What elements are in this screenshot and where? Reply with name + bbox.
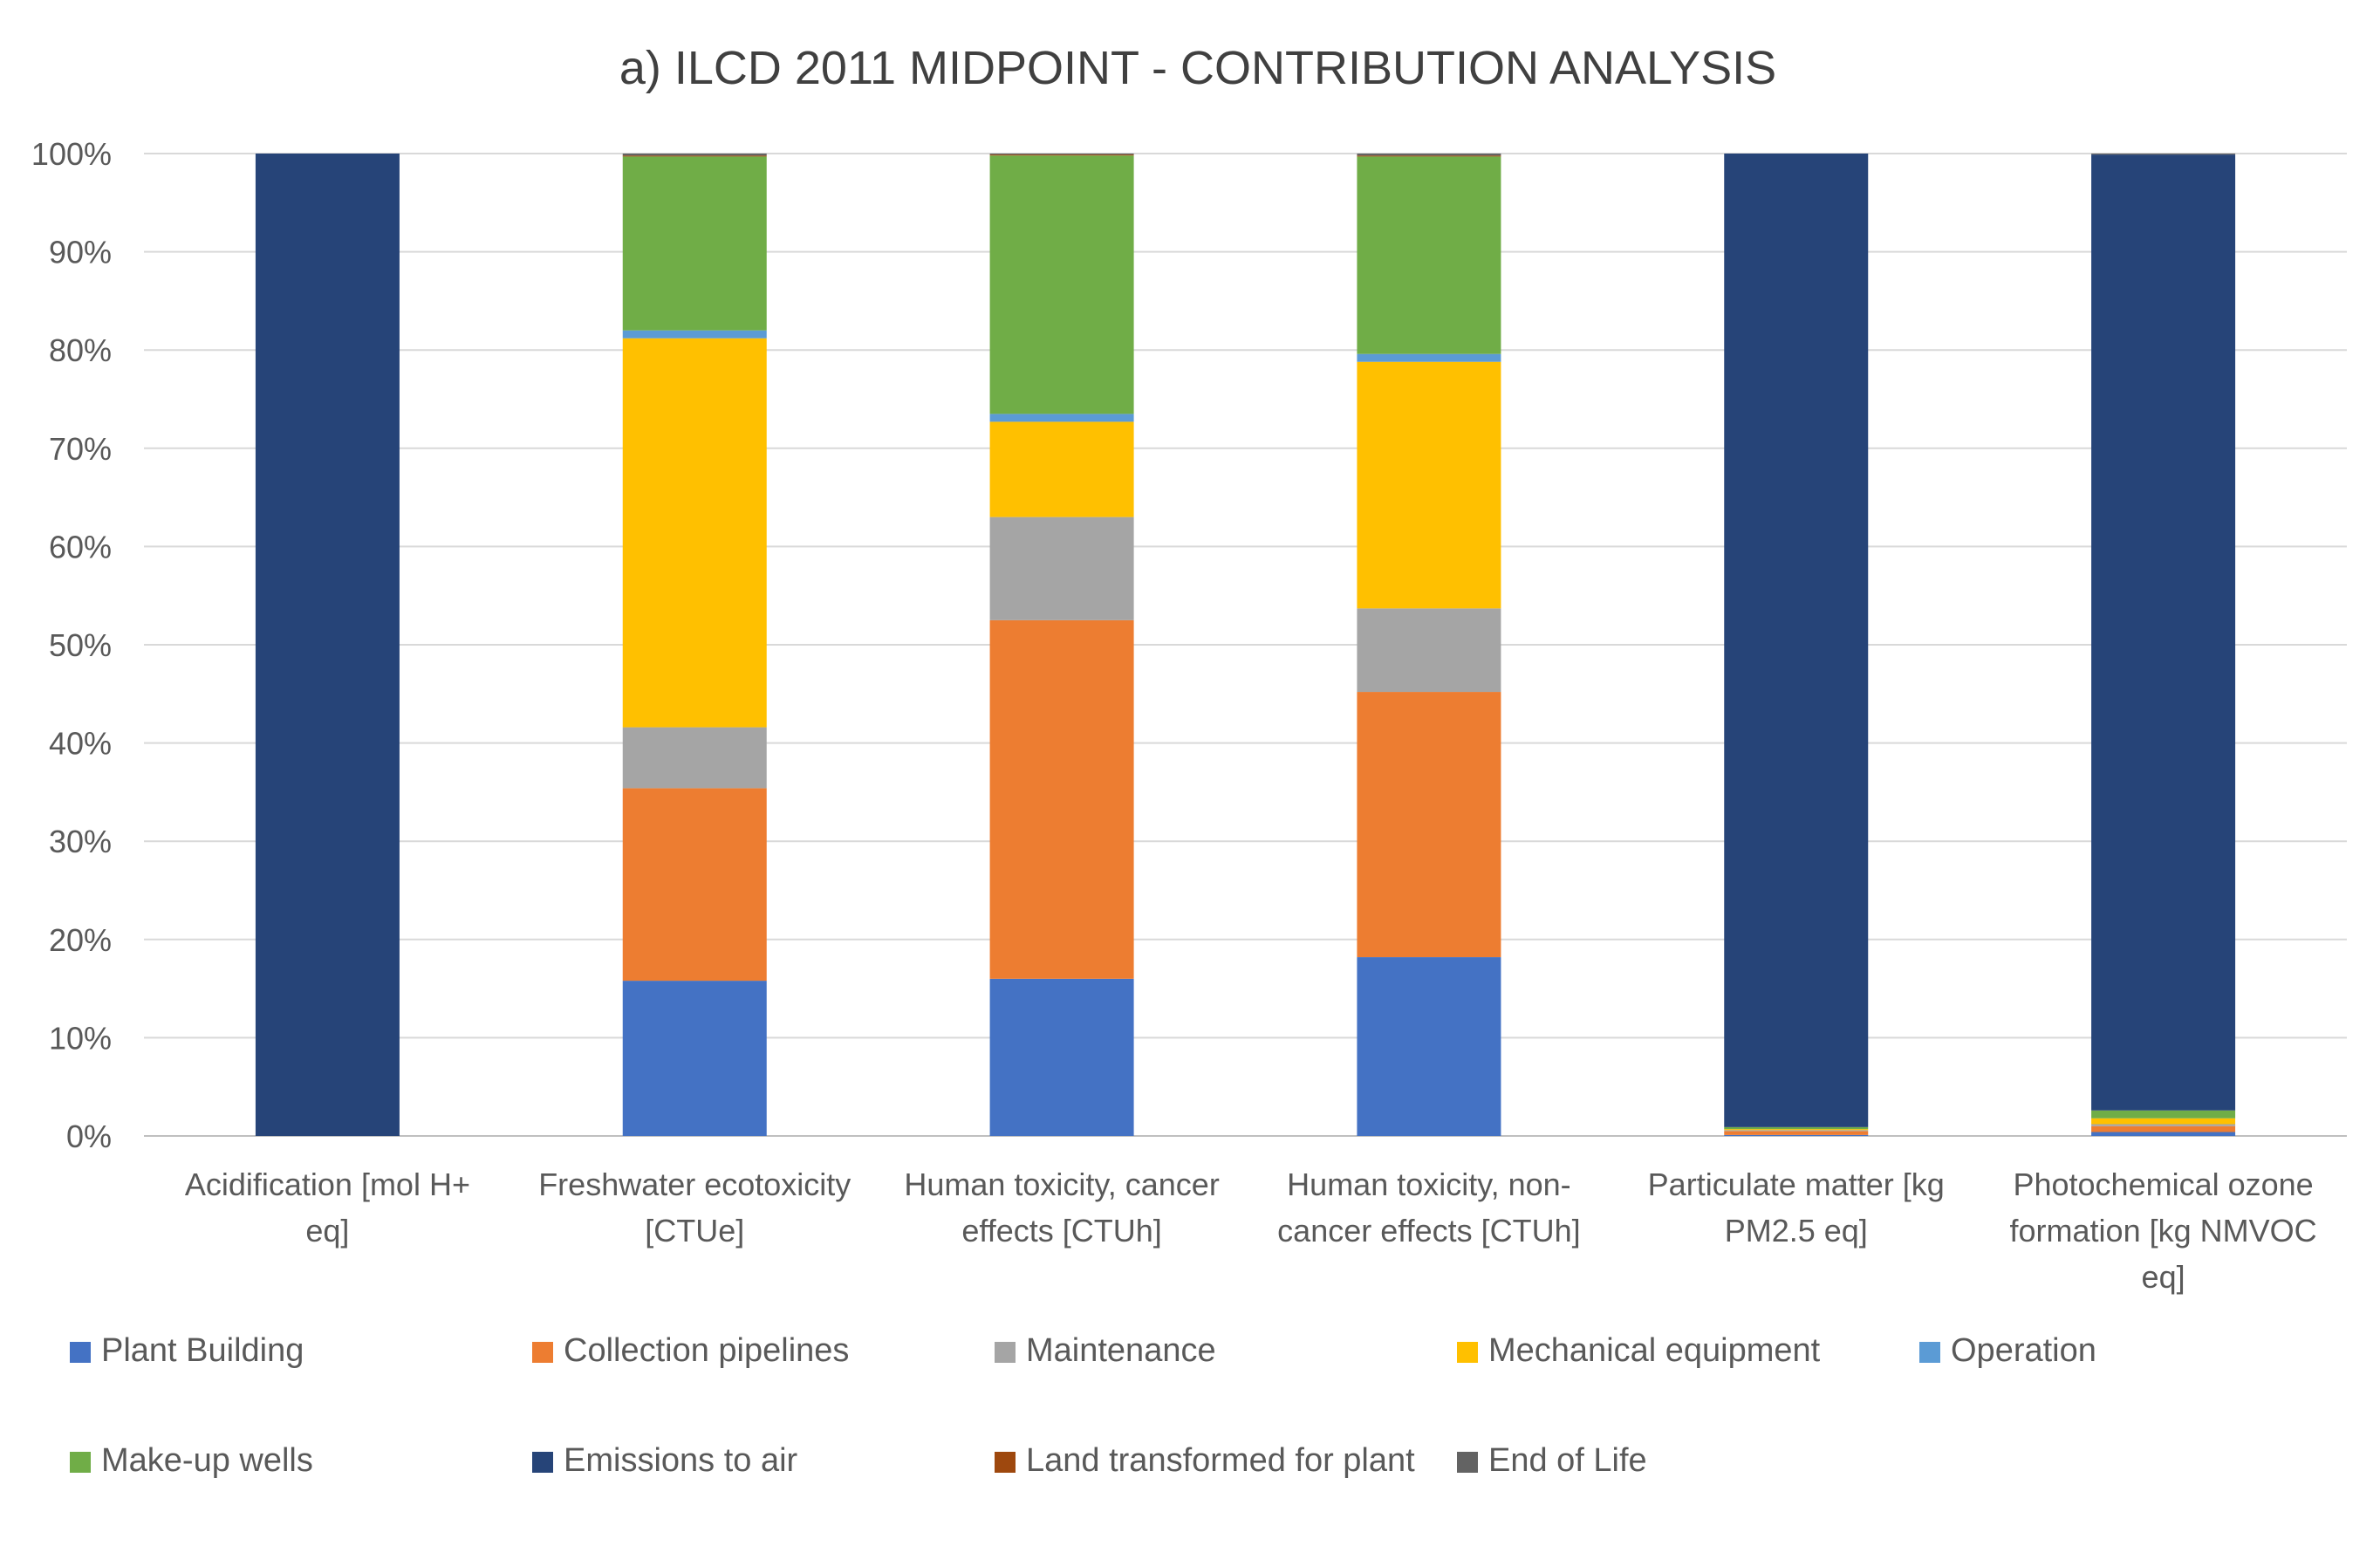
bar-segment [622, 338, 767, 728]
legend-swatch [70, 1452, 91, 1473]
legend-label: Make-up wells [101, 1442, 313, 1479]
bar-segment [622, 330, 767, 339]
bar-segment [1724, 154, 1869, 1127]
gridlines [144, 153, 2347, 1137]
legend-swatch [532, 1342, 553, 1363]
category-label: [CTUe] [645, 1213, 744, 1249]
bar-segment [1357, 353, 1501, 362]
legend-swatch [1457, 1342, 1478, 1363]
y-tick-label: 40% [49, 726, 112, 762]
y-tick-label: 10% [49, 1020, 112, 1056]
bar-segment [989, 978, 1134, 1136]
legend-label: Land transformed for plant [1026, 1442, 1415, 1479]
category-label: Human toxicity, cancer [904, 1166, 1219, 1202]
y-tick-label: 50% [49, 627, 112, 663]
y-tick-label: 60% [49, 529, 112, 564]
bar-segment [1357, 155, 1501, 157]
y-tick-label: 100% [31, 136, 112, 172]
legend-label: Operation [1951, 1332, 2096, 1369]
legend-swatch [995, 1342, 1016, 1363]
bar-segment [1357, 608, 1501, 693]
legend-label: Maintenance [1026, 1332, 1216, 1369]
bar-segment [1357, 154, 1501, 156]
bar-segment [1724, 1131, 1869, 1135]
y-tick-label: 90% [49, 235, 112, 270]
category-label: eq] [305, 1213, 349, 1249]
category-label: formation [kg NMVOC [2010, 1213, 2317, 1249]
bar-segment [989, 421, 1134, 517]
legend-swatch [532, 1452, 553, 1473]
legend-swatch [995, 1452, 1016, 1473]
legend-label: Mechanical equipment [1488, 1332, 1821, 1369]
y-tick-label: 70% [49, 431, 112, 467]
bar-segment [1357, 957, 1501, 1136]
bar-segment [2091, 1132, 2236, 1136]
x-axis-categories: Acidification [mol H+ eq] Freshwater ecoto… [185, 1166, 2317, 1295]
bar-segment [622, 155, 767, 157]
category-label: Freshwater ecotoxicity [538, 1166, 851, 1202]
bar-segment [2091, 1118, 2236, 1125]
bar-segment [1724, 1134, 1869, 1136]
bar-segment [622, 727, 767, 789]
bar-segment [2091, 1110, 2236, 1119]
bar-segment [1357, 361, 1501, 609]
legend-swatch [1919, 1342, 1940, 1363]
category-label: cancer effects [CTUh] [1277, 1213, 1580, 1249]
bar-segment [2091, 1125, 2236, 1132]
bar-segment [989, 517, 1134, 620]
category-label: effects [CTUh] [961, 1213, 1161, 1249]
category-label: PM2.5 eq] [1725, 1213, 1868, 1249]
category-label: eq] [2142, 1259, 2185, 1295]
category-label: Acidification [mol H+ [185, 1166, 470, 1202]
bar-segment [989, 619, 1134, 979]
bar-segment [1357, 156, 1501, 354]
bar-segment [255, 154, 400, 1136]
bar-segment [2091, 1124, 2236, 1126]
category-label: Particulate matter [kg [1648, 1166, 1945, 1202]
bar-segment [1724, 1130, 1869, 1132]
bar-segment [1724, 1126, 1869, 1130]
bar-segment [989, 154, 1134, 156]
legend-label: Emissions to air [564, 1442, 798, 1479]
legend-swatch [1457, 1452, 1478, 1473]
category-label: Human toxicity, non- [1287, 1166, 1570, 1202]
legend: Plant Building Collection pipelines Mainte… [70, 1332, 2096, 1479]
bar-segment [622, 154, 767, 156]
y-axis-ticks: 0% 10% 20% 30% 40% 50% 60% 70% 80% 90% 100% [31, 136, 112, 1154]
bar-segment [2091, 154, 2236, 1111]
legend-swatch [70, 1342, 91, 1363]
y-tick-label: 0% [66, 1119, 112, 1154]
bar-segment [622, 981, 767, 1136]
legend-label: End of Life [1488, 1442, 1647, 1479]
legend-label: Plant Building [101, 1332, 304, 1369]
bar-segment [622, 156, 767, 331]
bar-segment [989, 155, 1134, 414]
y-tick-label: 80% [49, 332, 112, 368]
bar-segment [1724, 1129, 1869, 1131]
bar-segment [989, 414, 1134, 422]
bar-segment [622, 788, 767, 982]
chart-title: a) ILCD 2011 MIDPOINT - CONTRIBUTION ANA… [619, 42, 1776, 94]
category-label: Photochemical ozone [2013, 1166, 2313, 1202]
bar-segment [1357, 692, 1501, 958]
y-tick-label: 20% [49, 922, 112, 958]
bars [255, 154, 2236, 1136]
y-tick-label: 30% [49, 824, 112, 859]
legend-label: Collection pipelines [564, 1332, 849, 1369]
